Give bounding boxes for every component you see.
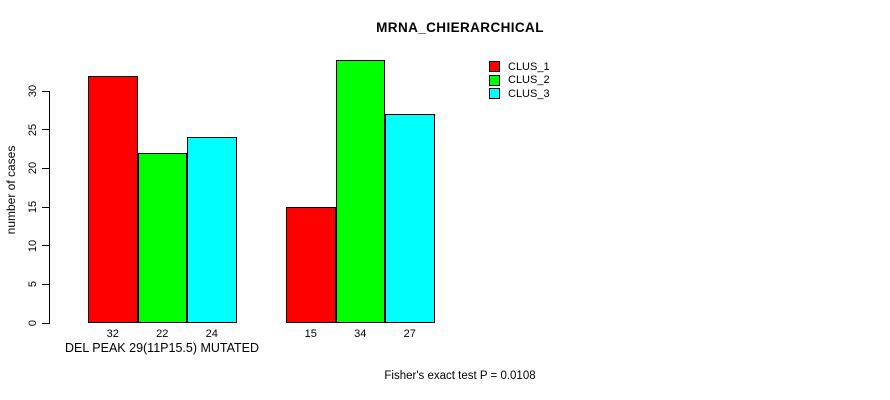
- legend-swatch: [489, 61, 500, 73]
- y-tick-label: 0: [27, 319, 39, 327]
- bar-value-label: 34: [354, 328, 367, 340]
- bar: [88, 75, 138, 323]
- legend-swatch: [489, 74, 500, 86]
- bar-value-label: 32: [106, 328, 119, 340]
- annotation-text: Fisher's exact test P = 0.0108: [384, 370, 536, 382]
- legend-label: CLUS_3: [508, 87, 550, 100]
- y-tick-label: 25: [27, 123, 39, 136]
- y-tick: [42, 245, 49, 247]
- bar-value-label: 24: [205, 328, 218, 340]
- y-tick-label: 30: [27, 84, 39, 98]
- legend-swatch: [489, 88, 500, 100]
- chart-title: MRNA_CHIERARCHICAL: [376, 20, 544, 35]
- y-tick: [42, 90, 49, 92]
- bar-value-label: 22: [156, 328, 169, 340]
- legend-label: CLUS_1: [508, 60, 550, 73]
- bar: [335, 60, 385, 323]
- bar-value-label: 15: [304, 328, 317, 340]
- bar-value-label: 27: [403, 328, 416, 340]
- y-tick: [42, 167, 49, 169]
- y-tick: [42, 322, 49, 324]
- y-tick: [42, 283, 49, 285]
- bar: [187, 137, 237, 323]
- y-axis-line: [49, 91, 50, 324]
- bar: [137, 152, 187, 323]
- y-tick-label: 10: [27, 239, 39, 252]
- legend-label: CLUS_2: [508, 74, 550, 87]
- y-tick-label: 5: [27, 281, 39, 288]
- y-tick-label: 15: [27, 200, 39, 214]
- x-axis-label: DEL PEAK 29(11P15.5) MUTATED: [64, 341, 260, 355]
- legend-item: CLUS_3: [489, 87, 550, 101]
- legend-item: CLUS_1: [489, 60, 550, 74]
- legend: CLUS_1 CLUS_2 CLUS_3: [489, 60, 550, 101]
- y-tick-label: 20: [27, 162, 39, 175]
- bar: [385, 114, 435, 323]
- bar: [286, 207, 336, 323]
- y-tick: [42, 129, 49, 131]
- y-tick: [42, 206, 49, 208]
- legend-item: CLUS_2: [489, 74, 550, 88]
